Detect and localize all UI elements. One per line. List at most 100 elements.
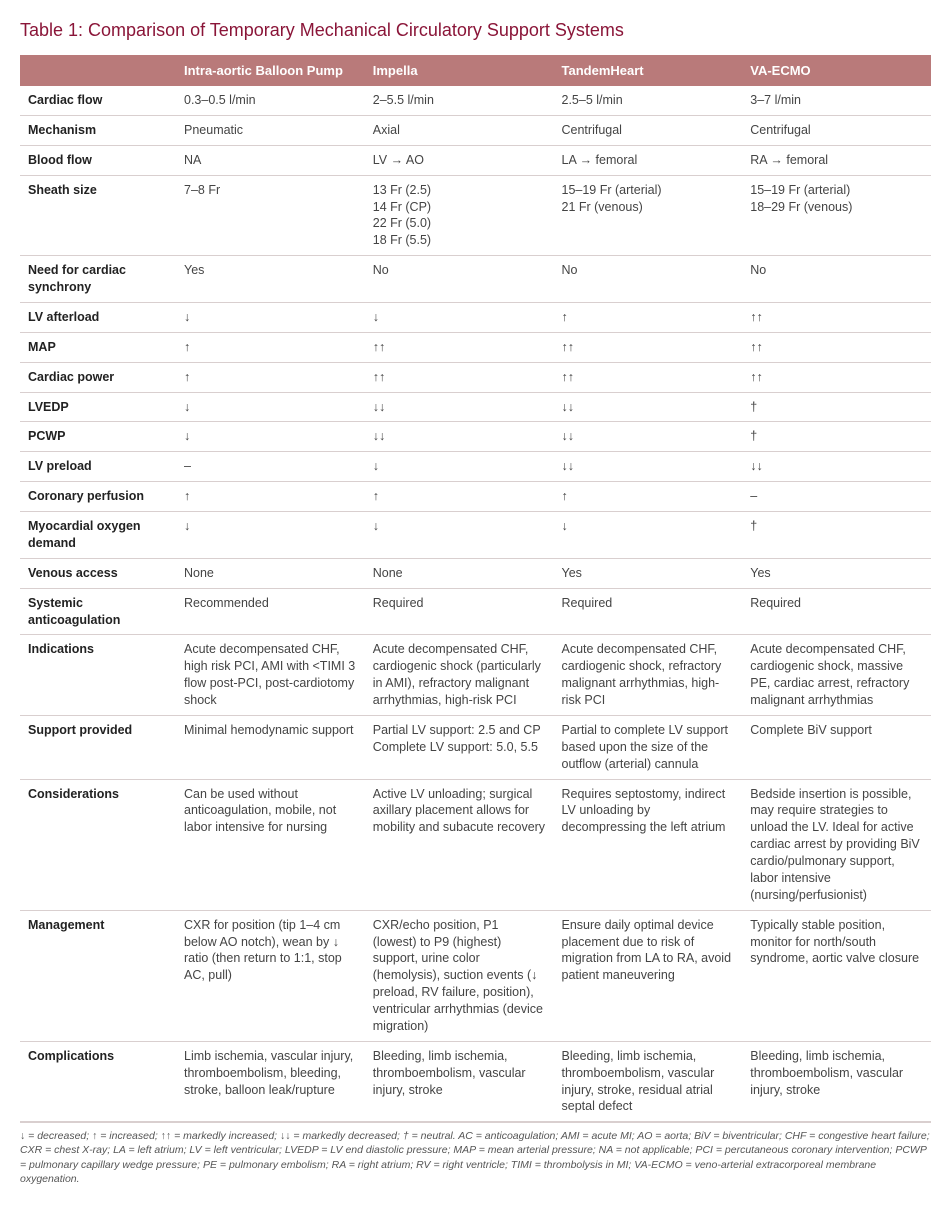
table-cell: No xyxy=(742,256,931,303)
table-row: Venous accessNoneNoneYesYes xyxy=(20,558,931,588)
table-cell: ↑ xyxy=(176,332,365,362)
table-cell: Requires septostomy, indirect LV unloadi… xyxy=(554,779,743,910)
table-cell: Centrifugal xyxy=(554,115,743,145)
table-row: ComplicationsLimb ischemia, vascular inj… xyxy=(20,1041,931,1122)
table-cell: ↑ xyxy=(176,362,365,392)
table-cell: † xyxy=(742,512,931,559)
table-cell: 13 Fr (2.5)14 Fr (CP)22 Fr (5.0)18 Fr (5… xyxy=(365,175,554,256)
table-row: IndicationsAcute decompensated CHF, high… xyxy=(20,635,931,716)
cell-line: Partial LV support: 2.5 and CP xyxy=(373,722,546,739)
row-label: PCWP xyxy=(20,422,176,452)
table-cell: ↓↓ xyxy=(554,392,743,422)
row-label: Venous access xyxy=(20,558,176,588)
table-cell: ↑↑ xyxy=(742,332,931,362)
row-label: LVEDP xyxy=(20,392,176,422)
table-cell: ↑↑ xyxy=(742,302,931,332)
cell-line: Complete LV support: 5.0, 5.5 xyxy=(373,739,546,756)
row-label: MAP xyxy=(20,332,176,362)
table-cell: Yes xyxy=(554,558,743,588)
table-row: Systemic anticoagulationRecommendedRequi… xyxy=(20,588,931,635)
cell-line: 18–29 Fr (venous) xyxy=(750,199,923,216)
table-cell: None xyxy=(176,558,365,588)
table-cell: Required xyxy=(365,588,554,635)
table-cell: CXR/echo position, P1 (lowest) to P9 (hi… xyxy=(365,910,554,1041)
table-row: LVEDP↓↓↓↓↓† xyxy=(20,392,931,422)
table-cell: ↑↑ xyxy=(742,362,931,392)
table-cell: Partial LV support: 2.5 and CPComplete L… xyxy=(365,715,554,779)
table-cell: ↓ xyxy=(176,512,365,559)
table-cell: LA → femoral xyxy=(554,145,743,175)
table-cell: ↓ xyxy=(176,392,365,422)
table-cell: ↑↑ xyxy=(365,332,554,362)
table-cell: Required xyxy=(742,588,931,635)
table-row: Cardiac power↑↑↑↑↑↑↑ xyxy=(20,362,931,392)
row-label: Considerations xyxy=(20,779,176,910)
table-cell: 2–5.5 l/min xyxy=(365,86,554,115)
table-row: PCWP↓↓↓↓↓† xyxy=(20,422,931,452)
table-cell: ↑ xyxy=(554,482,743,512)
table-row: ConsiderationsCan be used without antico… xyxy=(20,779,931,910)
table-cell: Acute decompensated CHF, high risk PCI, … xyxy=(176,635,365,716)
table-cell: 3–7 l/min xyxy=(742,86,931,115)
table-cell: Complete BiV support xyxy=(742,715,931,779)
table-cell: ↑↑ xyxy=(365,362,554,392)
table-row: MAP↑↑↑↑↑↑↑ xyxy=(20,332,931,362)
row-label: LV afterload xyxy=(20,302,176,332)
table-cell: † xyxy=(742,392,931,422)
table-cell: Centrifugal xyxy=(742,115,931,145)
table-cell: Acute decompensated CHF, cardiogenic sho… xyxy=(365,635,554,716)
table-cell: NA xyxy=(176,145,365,175)
table-cell: 0.3–0.5 l/min xyxy=(176,86,365,115)
table-cell: – xyxy=(176,452,365,482)
table-cell: ↑ xyxy=(176,482,365,512)
table-cell: Acute decompensated CHF, cardiogenic sho… xyxy=(554,635,743,716)
row-label: Mechanism xyxy=(20,115,176,145)
table-cell: ↑ xyxy=(554,302,743,332)
row-label: Cardiac power xyxy=(20,362,176,392)
table-cell: None xyxy=(365,558,554,588)
cell-line: 13 Fr (2.5) xyxy=(373,182,546,199)
table-cell: Active LV unloading; surgical axillary p… xyxy=(365,779,554,910)
table-cell: Yes xyxy=(742,558,931,588)
table-cell: ↓↓ xyxy=(554,422,743,452)
table-row: LV preload–↓↓↓↓↓ xyxy=(20,452,931,482)
table-cell: Bleeding, limb ischemia, thromboembolism… xyxy=(554,1041,743,1122)
row-label: Need for cardiac synchrony xyxy=(20,256,176,303)
table-cell: Pneumatic xyxy=(176,115,365,145)
cell-line: 15–19 Fr (arterial) xyxy=(562,182,735,199)
table-row: Need for cardiac synchronyYesNoNoNo xyxy=(20,256,931,303)
table-cell: ↓ xyxy=(554,512,743,559)
col-header-vaecmo: VA-ECMO xyxy=(742,55,931,86)
table-cell: ↓↓ xyxy=(365,392,554,422)
table-cell: ↓ xyxy=(176,422,365,452)
cell-line: 15–19 Fr (arterial) xyxy=(750,182,923,199)
table-cell: ↑ xyxy=(365,482,554,512)
table-row: Coronary perfusion↑↑↑– xyxy=(20,482,931,512)
comparison-table: Intra-aortic Balloon Pump Impella Tandem… xyxy=(20,55,931,1122)
table-cell: ↓ xyxy=(365,452,554,482)
table-cell: Yes xyxy=(176,256,365,303)
col-header-iabp: Intra-aortic Balloon Pump xyxy=(176,55,365,86)
table-row: MechanismPneumaticAxialCentrifugalCentri… xyxy=(20,115,931,145)
table-row: Support providedMinimal hemodynamic supp… xyxy=(20,715,931,779)
row-label: Systemic anticoagulation xyxy=(20,588,176,635)
table-footnote: ↓ = decreased; ↑ = increased; ↑↑ = marke… xyxy=(20,1122,931,1186)
row-label: Sheath size xyxy=(20,175,176,256)
table-cell: Bedside insertion is possible, may requi… xyxy=(742,779,931,910)
table-cell: Minimal hemodynamic support xyxy=(176,715,365,779)
table-header-row: Intra-aortic Balloon Pump Impella Tandem… xyxy=(20,55,931,86)
cell-line: 18 Fr (5.5) xyxy=(373,232,546,249)
table-cell: ↓ xyxy=(176,302,365,332)
table-cell: Required xyxy=(554,588,743,635)
table-row: Sheath size7–8 Fr13 Fr (2.5)14 Fr (CP)22… xyxy=(20,175,931,256)
col-header-impella: Impella xyxy=(365,55,554,86)
table-body: Cardiac flow0.3–0.5 l/min2–5.5 l/min2.5–… xyxy=(20,86,931,1122)
table-cell: ↓ xyxy=(365,512,554,559)
table-title: Table 1: Comparison of Temporary Mechani… xyxy=(20,20,931,41)
cell-line: 21 Fr (venous) xyxy=(562,199,735,216)
table-cell: ↓ xyxy=(365,302,554,332)
table-cell: 15–19 Fr (arterial)18–29 Fr (venous) xyxy=(742,175,931,256)
row-label: Indications xyxy=(20,635,176,716)
row-label: Complications xyxy=(20,1041,176,1122)
table-cell: 7–8 Fr xyxy=(176,175,365,256)
